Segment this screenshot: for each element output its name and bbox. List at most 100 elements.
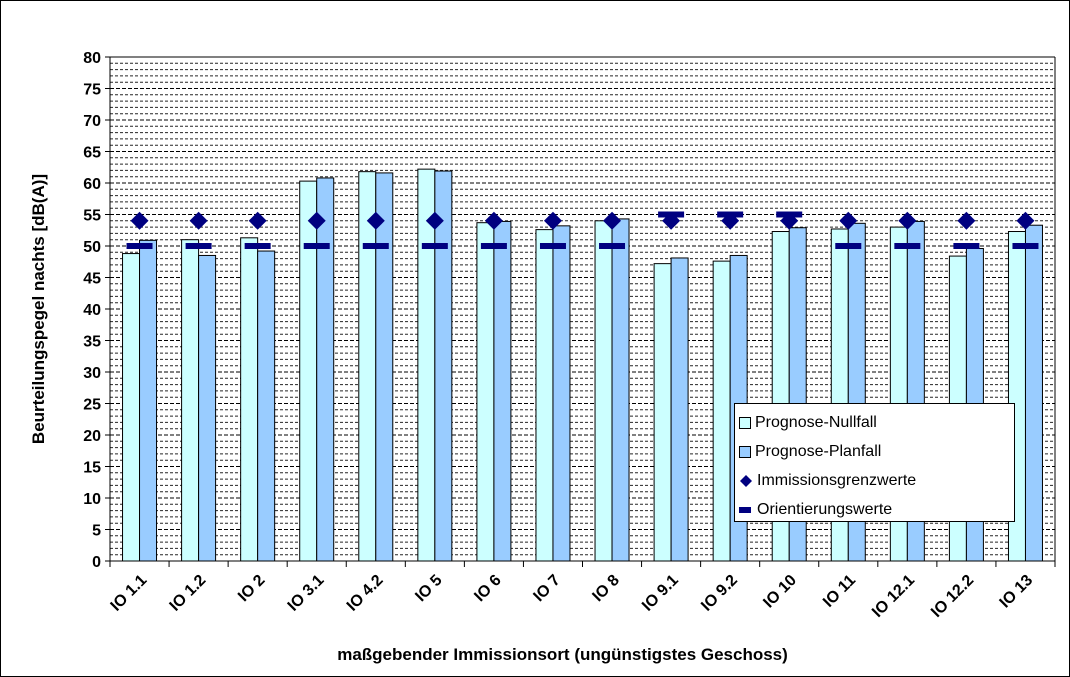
bar-nullfall	[181, 239, 200, 562]
bar-planfall	[198, 254, 217, 562]
bar-nullfall	[299, 180, 318, 562]
x-tick-label: IO 13	[997, 572, 1037, 612]
y-tick-label: 65	[83, 145, 101, 162]
marker-immissionsgrenzwert	[898, 211, 917, 230]
y-tick-label: 15	[83, 460, 101, 477]
marker-immissionsgrenzwert	[366, 211, 385, 230]
marker-orientierungswert	[599, 243, 626, 249]
bar-nullfall	[712, 260, 731, 562]
x-tick-label: IO 10	[760, 572, 800, 612]
marker-immissionsgrenzwert	[662, 211, 681, 230]
bar-nullfall	[358, 171, 377, 562]
marker-orientierungswert	[421, 243, 448, 249]
y-tick-label: 60	[83, 176, 101, 193]
bar-nullfall	[594, 220, 613, 562]
y-tick-label: 20	[83, 428, 101, 445]
bar-planfall	[257, 250, 276, 562]
y-tick-label: 10	[83, 491, 101, 508]
marker-immissionsgrenzwert	[839, 211, 858, 230]
x-tick-label: IO 12.1	[869, 572, 918, 621]
x-tick-label: IO 1.1	[108, 572, 151, 615]
marker-orientierungswert	[480, 243, 507, 249]
marker-orientierungswert	[185, 243, 212, 249]
x-tick-label: IO 11	[820, 572, 859, 611]
legend: Prognose-Nullfall Prognose-Planfall Immi…	[734, 403, 1015, 522]
x-tick-label: IO 3.1	[285, 572, 328, 615]
bar-planfall	[375, 172, 394, 562]
y-tick-label: 0	[92, 554, 101, 571]
marker-orientierungswert	[126, 243, 153, 249]
legend-label-nullfall: Prognose-Nullfall	[755, 413, 877, 431]
y-tick-label: 35	[83, 334, 101, 351]
legend-dash-icon	[739, 506, 751, 513]
marker-immissionsgrenzwert	[721, 211, 740, 230]
marker-immissionsgrenzwert	[425, 211, 444, 230]
bar-nullfall	[653, 263, 672, 562]
legend-label-grenzwerte: Immissionsgrenzwerte	[757, 471, 917, 489]
legend-item-planfall: Prognose-Planfall	[739, 437, 1014, 466]
x-tick-label: IO 8	[589, 572, 622, 605]
bar-planfall	[552, 225, 571, 562]
bar-planfall	[139, 239, 158, 562]
y-tick-label: 75	[83, 82, 101, 99]
bar-nullfall	[122, 253, 141, 562]
marker-immissionsgrenzwert	[248, 211, 267, 230]
marker-immissionsgrenzwert	[1016, 211, 1035, 230]
y-tick-label: 55	[83, 208, 101, 225]
bar-planfall	[1024, 224, 1043, 562]
bar-planfall	[611, 218, 630, 562]
x-tick-label: IO 5	[412, 572, 445, 605]
x-tick-label: IO 7	[530, 572, 563, 605]
x-tick-label: IO 1.2	[167, 572, 210, 615]
x-tick-label: IO 6	[471, 572, 504, 605]
bar-planfall	[434, 170, 453, 562]
y-tick-label: 30	[83, 365, 101, 382]
marker-orientierungswert	[539, 243, 566, 249]
x-tick-label: IO 9.2	[698, 572, 741, 615]
marker-orientierungswert	[362, 243, 389, 249]
y-tick-label: 80	[83, 50, 101, 67]
marker-immissionsgrenzwert	[189, 211, 208, 230]
y-tick-label: 70	[83, 113, 101, 130]
legend-diamond-icon	[739, 474, 753, 487]
legend-label-planfall: Prognose-Planfall	[755, 442, 882, 460]
x-tick-label: IO 4.2	[344, 572, 387, 615]
y-tick-label: 25	[83, 397, 101, 414]
legend-item-grenzwerte: Immissionsgrenzwerte	[739, 466, 1014, 495]
x-tick-label: IO 2	[235, 572, 268, 605]
y-tick-label: 45	[83, 271, 101, 288]
bar-nullfall	[417, 168, 436, 562]
marker-immissionsgrenzwert	[603, 211, 622, 230]
marker-immissionsgrenzwert	[130, 211, 149, 230]
marker-orientierungswert	[953, 243, 980, 249]
bar-nullfall	[535, 229, 554, 562]
marker-orientierungswert	[835, 243, 862, 249]
bar-planfall	[670, 257, 689, 562]
legend-swatch-nullfall	[739, 416, 751, 429]
legend-item-orientierung: Orientierungswerte	[739, 495, 1014, 524]
bar-nullfall	[240, 237, 259, 562]
x-axis-title: maßgebender Immissionsort (ungünstigstes…	[337, 645, 788, 664]
marker-immissionsgrenzwert	[484, 211, 503, 230]
legend-item-nullfall: Prognose-Nullfall	[739, 408, 1014, 437]
x-tick-label: IO 9.1	[639, 572, 682, 615]
marker-orientierungswert	[894, 243, 921, 249]
marker-immissionsgrenzwert	[307, 211, 326, 230]
marker-orientierungswert	[303, 243, 330, 249]
bar-nullfall	[476, 222, 495, 562]
marker-immissionsgrenzwert	[543, 211, 562, 230]
y-tick-label: 5	[92, 523, 101, 540]
marker-immissionsgrenzwert	[957, 211, 976, 230]
bar-planfall	[316, 177, 335, 562]
marker-immissionsgrenzwert	[780, 211, 799, 230]
marker-orientierungswert	[244, 243, 271, 249]
y-tick-label: 50	[83, 239, 101, 256]
legend-swatch-planfall	[739, 445, 751, 458]
y-axis-title: Beurteilungspegel nachts [dB(A)]	[29, 174, 48, 444]
marker-orientierungswert	[1012, 243, 1039, 249]
x-tick-label: IO 12.2	[928, 572, 977, 621]
y-tick-label: 40	[83, 302, 101, 319]
bar-planfall	[493, 220, 512, 562]
legend-label-orientierung: Orientierungswerte	[757, 500, 893, 518]
